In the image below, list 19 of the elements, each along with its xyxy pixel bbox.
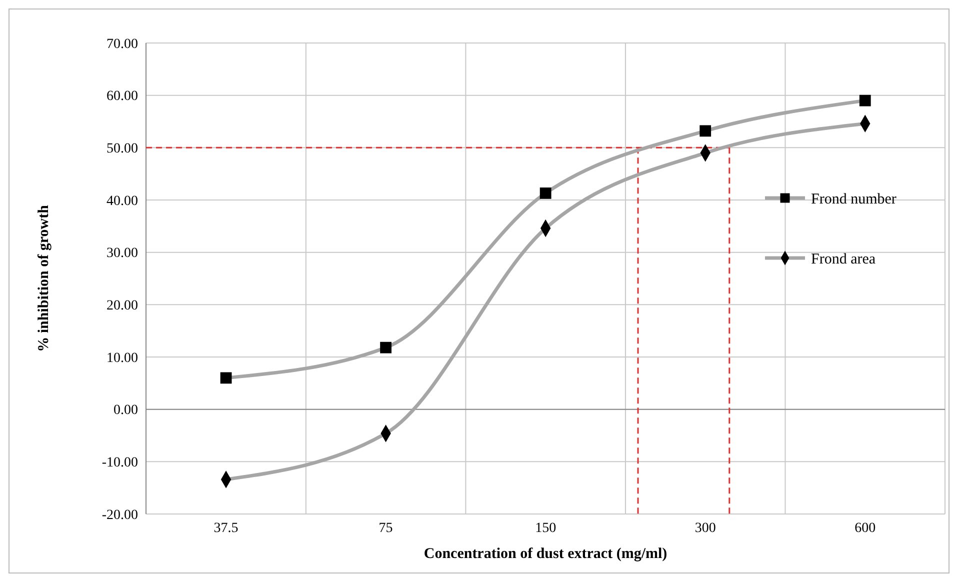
x-tick-label: 150: [535, 521, 556, 536]
x-axis-title: Concentration of dust extract (mg/ml): [424, 546, 668, 562]
y-tick-label: 10.00: [106, 350, 138, 366]
x-tick-label: 75: [378, 521, 393, 536]
y-axis-title: % inhibition of growth: [36, 204, 52, 352]
x-tick-label: 37.5: [214, 521, 238, 536]
y-tick-label: 20.00: [106, 298, 138, 314]
legend-label: Frond number: [811, 191, 896, 208]
x-tick-label: 600: [854, 521, 876, 536]
legend-label: Frond area: [811, 251, 876, 268]
y-tick-label: 60.00: [106, 89, 138, 104]
y-tick-label: -20.00: [102, 508, 138, 523]
y-tick-label: 0.00: [114, 403, 138, 418]
y-tick-label: 70.00: [106, 36, 138, 52]
y-tick-label: 50.00: [106, 142, 138, 157]
y-tick-label: 30.00: [106, 246, 138, 262]
y-tick-label: 40.00: [106, 194, 138, 209]
y-tick-label: -10.00: [102, 456, 138, 471]
x-tick-label: 300: [694, 521, 716, 536]
